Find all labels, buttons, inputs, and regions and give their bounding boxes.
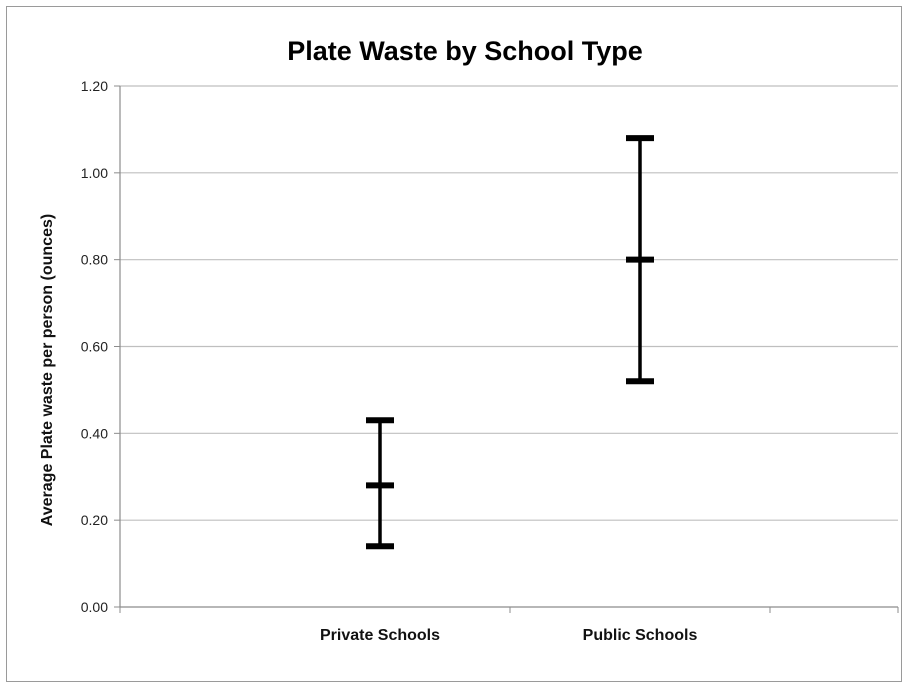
y-tick-label: 0.20 (81, 512, 108, 528)
x-category-labels: Private Schools Public Schools (320, 627, 697, 644)
y-tick-label: 0.00 (81, 599, 108, 615)
x-category-label: Private Schools (320, 627, 440, 644)
error-bars (366, 135, 654, 550)
chart-title: Plate Waste by School Type (287, 36, 643, 66)
gridlines (120, 85, 898, 521)
chart-frame (6, 6, 902, 682)
y-tick-label: 0.60 (81, 339, 108, 355)
y-tick-labels: 0.00 0.20 0.40 0.60 0.80 1.00 1.20 (81, 78, 108, 615)
y-tick-label: 0.80 (81, 252, 108, 268)
y-axis-label: Average Plate waste per person (ounces) (39, 214, 56, 526)
y-tick-label: 1.20 (81, 78, 108, 94)
axes (114, 85, 899, 613)
y-tick-label: 0.40 (81, 425, 108, 441)
x-category-label: Public Schools (583, 627, 698, 644)
y-tick-label: 1.00 (81, 165, 108, 181)
